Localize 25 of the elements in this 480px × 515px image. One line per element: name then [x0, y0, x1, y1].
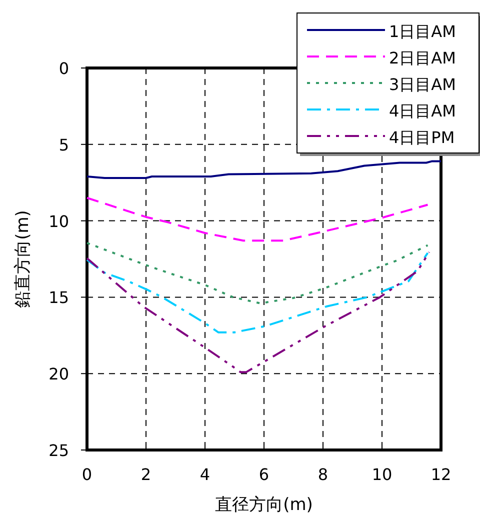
y-axis-title: 鉛直方向(m) [13, 210, 33, 308]
x-axis-title: 直径方向(m) [215, 495, 313, 515]
x-tick-label: 10 [372, 465, 392, 484]
y-tick-label: 0 [58, 59, 69, 78]
y-tick-label: 15 [48, 288, 69, 308]
y-tick-label: 25 [48, 441, 69, 460]
line-series [86, 160, 442, 180]
legend-label: 1日目AM [389, 22, 456, 41]
line-series [86, 252, 429, 334]
legend-label: 4日目AM [389, 102, 456, 120]
line-series [86, 196, 429, 242]
legend-label: 3日目AM [389, 75, 456, 94]
x-tick-label: 0 [82, 465, 92, 484]
x-tick-label: 2 [140, 465, 152, 484]
x-tick-label: 8 [318, 465, 328, 484]
y-tick-label: 10 [48, 212, 69, 231]
x-tick-label: 4 [200, 465, 210, 484]
line-series [86, 242, 429, 304]
x-tick-label: 6 [258, 465, 270, 484]
x-tick-label: 12 [430, 465, 452, 484]
legend-label: 2日目AM [389, 48, 456, 68]
y-tick-label: 5 [58, 135, 69, 154]
legend-label: 4日目PM [389, 128, 455, 147]
y-tick-label: 20 [48, 364, 69, 384]
line-series [86, 251, 430, 374]
